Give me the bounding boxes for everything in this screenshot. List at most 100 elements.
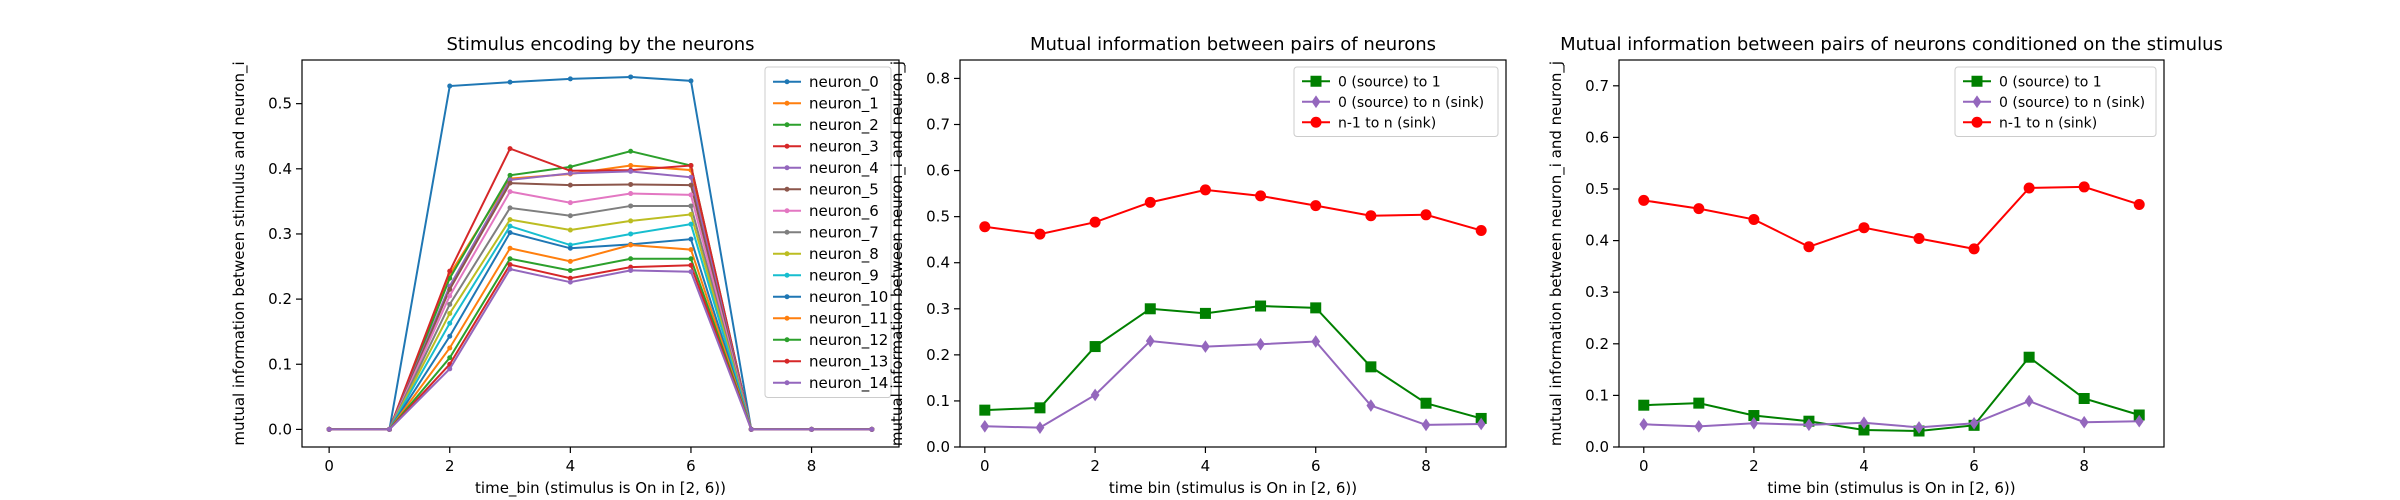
legend-entry: neuron_12 (773, 331, 888, 350)
y-tick-label: 0.5 (926, 208, 950, 226)
data-point (2024, 394, 2034, 408)
data-point (1804, 418, 1814, 432)
data-point (2079, 415, 2089, 429)
legend-marker (784, 251, 790, 257)
data-point (1858, 424, 1870, 436)
series-line (1643, 185, 2140, 250)
data-point (1748, 410, 1760, 422)
series-n-1-to-n-sink- (979, 184, 1487, 240)
data-point (507, 245, 513, 251)
chart-panel-3: Mutual information between pairs of neur… (1547, 34, 2223, 497)
data-point (688, 182, 694, 188)
legend-entry: neuron_3 (773, 138, 879, 157)
data-point (1255, 300, 1267, 312)
legend-entry: 0 (source) to n (sink) (1302, 95, 1484, 111)
y-tick-label: 0.6 (926, 162, 950, 180)
data-point (688, 203, 694, 209)
chart-panel-2: Mutual information between pairs of neur… (888, 34, 1507, 497)
data-point (507, 256, 513, 262)
data-point (1693, 397, 1705, 409)
data-point (1969, 416, 1979, 430)
x-tick-label: 0 (324, 457, 334, 475)
x-axis-label: time bin (stimulus is On in [2, 6)) (1109, 479, 1357, 497)
data-point (1420, 397, 1432, 409)
legend-entry: neuron_8 (773, 245, 879, 264)
legend-entry: n-1 to n (sink) (1302, 115, 1436, 131)
x-tick-label: 0 (1639, 457, 1649, 475)
legend-entry: neuron_1 (773, 95, 879, 114)
legend-box (1293, 66, 1499, 137)
data-point (567, 200, 573, 206)
data-point (1366, 399, 1376, 412)
data-point (2078, 181, 2090, 193)
legend-label: neuron_7 (809, 224, 879, 243)
data-point (688, 236, 694, 242)
legend-entry: neuron_2 (773, 116, 879, 135)
x-tick-label: 6 (1311, 457, 1321, 475)
y-axis-label: mutual information between neuron_i and … (1547, 61, 1566, 446)
data-point (688, 262, 694, 268)
data-point (2133, 198, 2145, 210)
y-tick-label: 0.3 (1585, 283, 1609, 301)
data-point (507, 262, 513, 268)
legend-label: 0 (source) to 1 (1999, 74, 2102, 90)
data-point (1748, 213, 1760, 225)
data-point (567, 164, 573, 170)
data-point (688, 221, 694, 227)
x-tick-label: 8 (807, 457, 817, 475)
data-point (447, 268, 453, 274)
data-point (1311, 335, 1321, 348)
legend-marker (784, 229, 790, 235)
x-tick-label: 4 (566, 457, 576, 475)
data-point (628, 203, 634, 209)
legend: 0 (source) to 1 0 (source) to n (sink) n-1… (1293, 66, 1499, 137)
legend-marker (1972, 95, 1982, 109)
plot-frame (1618, 59, 2165, 448)
data-point (507, 266, 513, 272)
legend-label: neuron_9 (809, 267, 879, 286)
data-point (1144, 196, 1156, 208)
chart-panel-1: Stimulus encoding by the neurons 0 2 4 6 8 0.0… (230, 34, 900, 498)
data-point (447, 310, 453, 316)
y-tick-label: 0.3 (268, 225, 292, 243)
data-point (628, 74, 634, 80)
data-point (567, 245, 573, 251)
data-point (1201, 340, 1210, 353)
data-point (688, 247, 694, 253)
data-point (1968, 243, 1980, 255)
data-point (507, 205, 513, 211)
legend-entry: neuron_9 (773, 267, 879, 286)
data-point (869, 426, 875, 432)
legend-label: neuron_5 (809, 181, 879, 200)
data-point (688, 211, 694, 217)
data-point (1256, 337, 1265, 351)
legend-label: neuron_10 (809, 288, 888, 307)
data-point (326, 426, 332, 432)
data-point (447, 286, 453, 292)
legend-label: 0 (source) to n (sink) (1338, 95, 1484, 111)
legend-marker (1971, 75, 1983, 87)
data-point (1035, 421, 1045, 434)
y-tick-label: 0.0 (1585, 438, 1609, 456)
legend-marker (784, 272, 790, 278)
legend-marker (784, 186, 790, 192)
y-tick-label: 0.5 (268, 95, 292, 113)
y-tick-label: 0.6 (1585, 128, 1609, 146)
y-tick-label: 0.5 (1585, 180, 1609, 198)
data-point (1914, 421, 1924, 434)
legend: neuron_0 neuron_1 neuron_2 neuron_3 neuron_4… (764, 66, 892, 398)
legend-entry: neuron_13 (773, 353, 888, 372)
x-tick-label: 4 (1859, 457, 1869, 475)
plot-frame (959, 59, 1507, 448)
data-point (567, 258, 573, 264)
legend-entry: n-1 to n (sink) (1963, 115, 2097, 131)
legend-entry: 0 (source) to 1 (1963, 74, 2102, 90)
data-point (1749, 416, 1759, 430)
data-point (1639, 417, 1649, 431)
legend-entry: neuron_10 (773, 288, 888, 307)
data-point (1638, 399, 1650, 411)
legend-label: neuron_8 (809, 245, 879, 264)
legend-entry: neuron_0 (773, 73, 879, 92)
legend-entry: neuron_7 (773, 224, 879, 243)
data-point (628, 148, 634, 154)
